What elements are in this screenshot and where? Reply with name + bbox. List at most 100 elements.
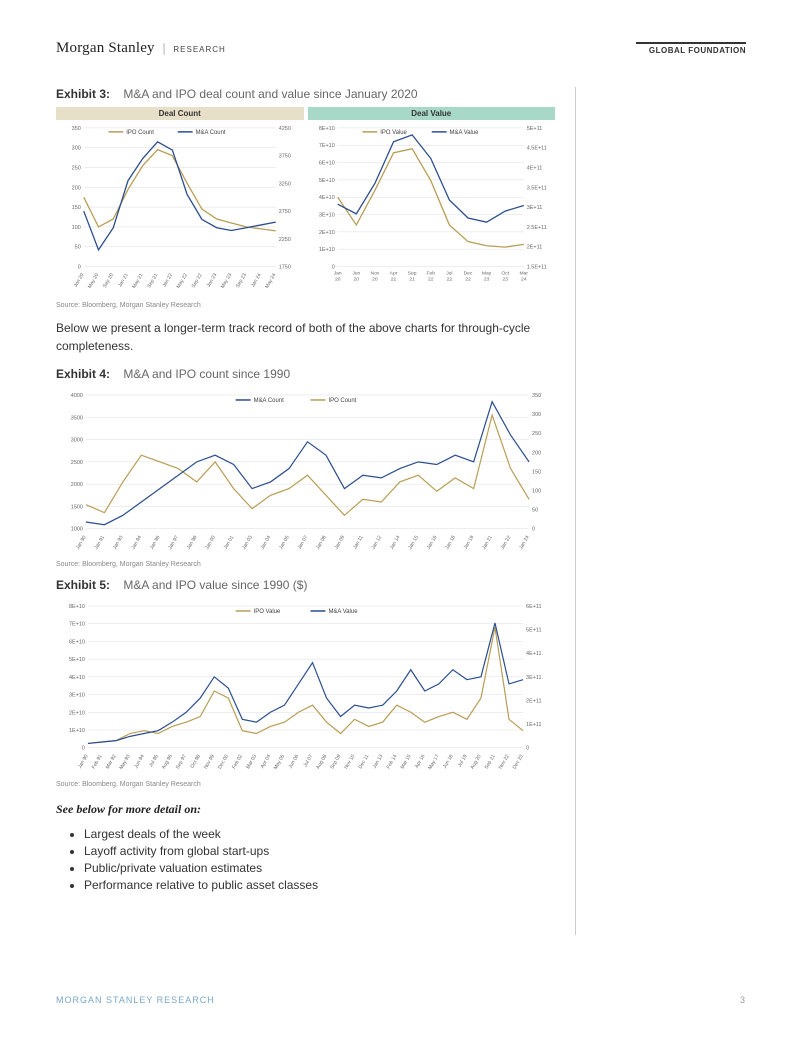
svg-text:Apr 04: Apr 04 (260, 753, 273, 769)
svg-text:20: 20 (353, 276, 359, 282)
svg-text:Jan 05: Jan 05 (278, 535, 291, 551)
svg-text:Jan 04: Jan 04 (260, 535, 273, 551)
svg-text:IPO Value: IPO Value (254, 609, 281, 615)
exhibit4-desc: M&A and IPO count since 1990 (123, 367, 290, 381)
brand-separator: | (163, 40, 166, 56)
exhibit3-num: Exhibit 3: (56, 87, 110, 101)
exhibit4-chart: 1000150020002500300035004000050100150200… (56, 387, 555, 557)
svg-text:8E+10: 8E+10 (318, 126, 334, 132)
svg-text:6E+11: 6E+11 (526, 604, 542, 610)
svg-text:Jan 93: Jan 93 (112, 535, 125, 551)
svg-text:Jun 18: Jun 18 (442, 753, 455, 769)
svg-text:1750: 1750 (279, 264, 291, 270)
svg-text:Jan 07: Jan 07 (297, 535, 310, 551)
svg-text:IPO Count: IPO Count (328, 398, 356, 404)
svg-text:Sep: Sep (407, 270, 416, 276)
svg-text:Jan 96: Jan 96 (149, 535, 162, 551)
svg-text:Nov 99: Nov 99 (203, 753, 216, 770)
svg-text:4E+10: 4E+10 (69, 675, 85, 681)
svg-text:21: 21 (409, 276, 415, 282)
brand-sub: RESEARCH (173, 45, 225, 54)
svg-text:Jan 13: Jan 13 (372, 753, 385, 769)
svg-text:May 93: May 93 (118, 753, 131, 770)
svg-text:300: 300 (72, 146, 81, 152)
svg-text:2E+10: 2E+10 (318, 230, 334, 236)
svg-text:3.5E+11: 3.5E+11 (526, 185, 546, 191)
svg-text:Jul: Jul (446, 270, 452, 276)
svg-text:21: 21 (390, 276, 396, 282)
svg-text:Jan 09: Jan 09 (333, 535, 346, 551)
svg-text:2E+11: 2E+11 (526, 698, 542, 704)
svg-text:2.5E+11: 2.5E+11 (526, 225, 546, 231)
svg-text:5E+11: 5E+11 (526, 627, 542, 633)
svg-text:0: 0 (82, 746, 85, 752)
svg-text:Sep 20: Sep 20 (102, 272, 115, 289)
svg-text:Oct 98: Oct 98 (189, 753, 202, 769)
svg-text:22: 22 (465, 276, 471, 282)
svg-text:Mar 15: Mar 15 (400, 753, 413, 770)
svg-text:0: 0 (331, 264, 334, 270)
svg-text:Aug 96: Aug 96 (161, 753, 174, 770)
svg-text:3E+10: 3E+10 (318, 213, 334, 219)
svg-text:Jun 06: Jun 06 (288, 753, 301, 769)
svg-text:3500: 3500 (71, 415, 83, 421)
svg-text:23: 23 (502, 276, 508, 282)
page-header: Morgan Stanley | RESEARCH GLOBAL FOUNDAT… (56, 40, 746, 57)
svg-text:150: 150 (532, 470, 541, 476)
footer-left: MORGAN STANLEY RESEARCH (56, 995, 215, 1005)
svg-text:350: 350 (72, 126, 81, 132)
svg-text:Dec: Dec (463, 270, 472, 276)
svg-text:Mar: Mar (519, 270, 528, 276)
svg-text:4E+11: 4E+11 (526, 651, 542, 657)
svg-text:Aug 08: Aug 08 (315, 753, 328, 770)
svg-text:M&A Value: M&A Value (328, 609, 358, 615)
svg-text:3750: 3750 (279, 154, 291, 160)
svg-text:250: 250 (532, 431, 541, 437)
svg-text:Nov 10: Nov 10 (343, 753, 356, 770)
svg-text:20: 20 (372, 276, 378, 282)
svg-text:200: 200 (72, 185, 81, 191)
svg-text:IPO Count: IPO Count (126, 130, 154, 136)
svg-text:5E+11: 5E+11 (526, 126, 541, 132)
svg-text:3E+11: 3E+11 (526, 205, 541, 211)
svg-text:Feb 14: Feb 14 (386, 753, 399, 770)
svg-text:Jan 16: Jan 16 (426, 535, 439, 551)
svg-text:23: 23 (483, 276, 489, 282)
svg-text:Jan 03: Jan 03 (241, 535, 254, 551)
svg-text:Oct: Oct (501, 270, 509, 276)
svg-text:7E+10: 7E+10 (318, 143, 334, 149)
svg-text:M&A Count: M&A Count (254, 398, 285, 404)
svg-text:Jun 94: Jun 94 (133, 753, 146, 769)
svg-text:Jan 98: Jan 98 (186, 535, 199, 551)
bullet-list: Largest deals of the week Layoff activit… (56, 827, 555, 892)
brand-name: Morgan Stanley (56, 40, 155, 57)
svg-text:4.5E+11: 4.5E+11 (526, 146, 546, 152)
exhibit4-source: Source: Bloomberg, Morgan Stanley Resear… (56, 561, 555, 568)
svg-text:2E+10: 2E+10 (69, 710, 85, 716)
svg-text:22: 22 (428, 276, 434, 282)
exhibit5-num: Exhibit 5: (56, 578, 110, 592)
svg-text:Sep 22: Sep 22 (191, 272, 204, 289)
exhibit5-desc: M&A and IPO value since 1990 ($) (123, 578, 307, 592)
svg-text:200: 200 (532, 450, 541, 456)
svg-text:250: 250 (72, 165, 81, 171)
svg-text:Jan 24: Jan 24 (518, 535, 531, 551)
svg-text:2E+11: 2E+11 (526, 245, 541, 251)
global-foundation-block: GLOBAL FOUNDATION (636, 42, 746, 55)
list-item: Public/private valuation estimates (84, 861, 555, 875)
svg-text:Jan 22: Jan 22 (500, 535, 513, 551)
exhibit5-title: Exhibit 5: M&A and IPO value since 1990 … (56, 578, 555, 592)
svg-text:May 05: May 05 (273, 753, 286, 770)
exhibit5-chart: 01E+102E+103E+104E+105E+106E+107E+108E+1… (56, 598, 555, 778)
svg-text:Jan 00: Jan 00 (204, 535, 217, 551)
svg-text:7E+10: 7E+10 (69, 622, 85, 628)
svg-text:0: 0 (526, 746, 529, 752)
svg-text:Jul 07: Jul 07 (302, 753, 314, 768)
svg-text:20: 20 (334, 276, 340, 282)
exhibit3-charts: Deal Count 05010015020025030035017502250… (56, 107, 555, 298)
svg-text:Jan: Jan (333, 270, 341, 276)
svg-text:Sep 21: Sep 21 (146, 272, 159, 289)
page-footer: MORGAN STANLEY RESEARCH 3 (56, 995, 746, 1005)
svg-text:Jan 90: Jan 90 (77, 753, 90, 769)
svg-text:50: 50 (532, 508, 538, 514)
